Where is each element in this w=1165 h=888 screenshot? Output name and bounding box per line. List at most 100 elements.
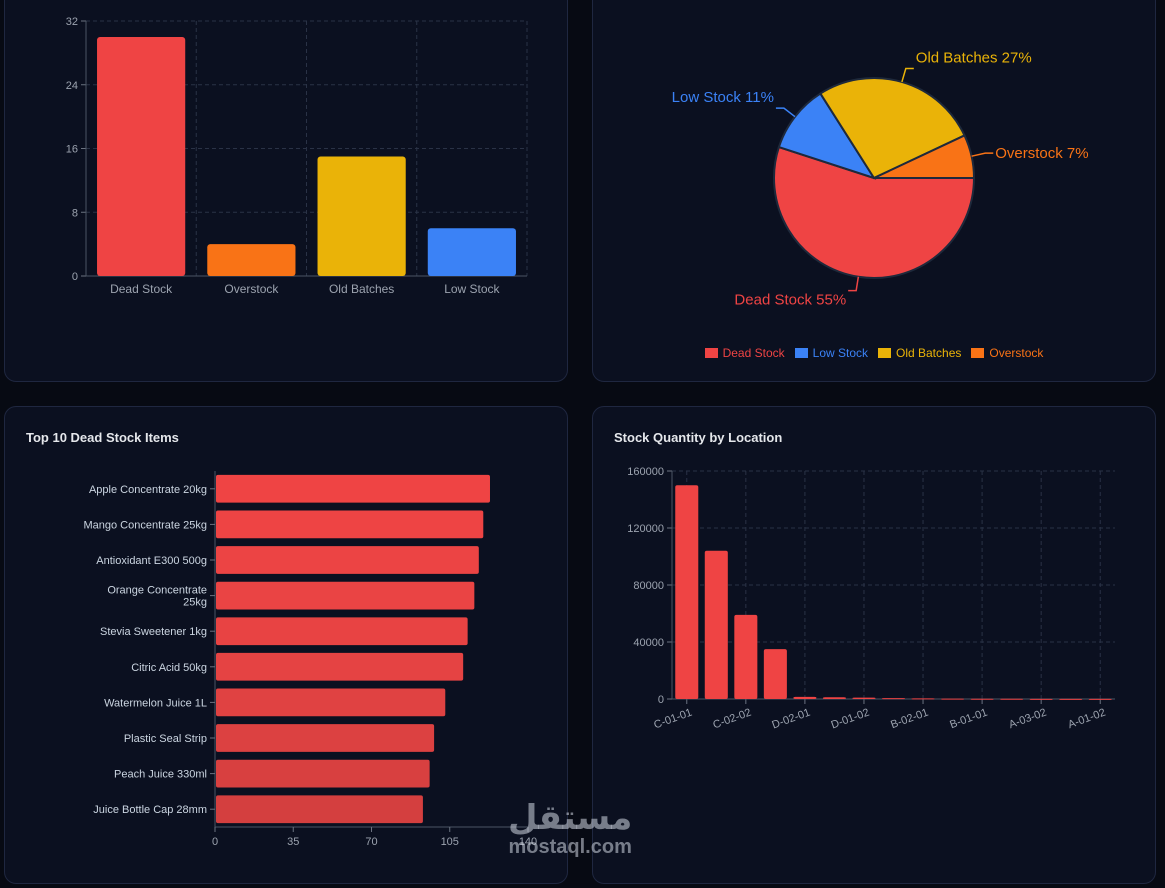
bar — [216, 617, 468, 646]
leader-line — [848, 276, 860, 292]
stock-status-bar-card: 0 8 16 24 32 Dead Stock Overstock Old Batches Lo… — [4, 0, 568, 382]
location-stock-title: Stock Quantity by Location — [614, 430, 783, 445]
bar — [97, 36, 186, 276]
slice-label: Old Batches 27% — [916, 50, 1032, 67]
legend-item[interactable]: Old Batches — [878, 346, 961, 360]
x-category-label: Low Stock — [444, 282, 500, 296]
y-category-label: Peach Juice 330ml — [114, 769, 207, 781]
slice-label: Dead Stock 55% — [734, 292, 846, 309]
bar — [216, 759, 430, 788]
leader-line — [775, 107, 796, 118]
x-tick-label: 70 — [365, 836, 377, 848]
location-stock-card: Stock Quantity by Location 0 40000 80000 12… — [592, 406, 1156, 884]
bar — [911, 698, 935, 700]
y-category-label: Plastic Seal Strip — [124, 733, 207, 745]
legend-label: Overstock — [989, 346, 1044, 360]
y-category-label: Antioxidant E300 500g — [96, 555, 207, 567]
y-category-label: Juice Bottle Cap 28mm — [93, 804, 207, 816]
bar — [1029, 698, 1053, 700]
x-tick-label: D-02-01 — [770, 707, 811, 732]
legend-item[interactable]: Overstock — [971, 346, 1043, 360]
y-category-label: Stevia Sweetener 1kg — [100, 626, 207, 638]
legend-swatch — [971, 348, 985, 358]
bar — [675, 485, 699, 699]
dead-stock-hbar-chart: 0 35 70 105 140 Apple Concentrate 20kg Mango C… — [83, 471, 537, 848]
legend-item[interactable]: Low Stock — [794, 346, 868, 360]
y-tick-label: 160000 — [627, 466, 664, 478]
x-tick-label: C-02-02 — [711, 707, 752, 732]
bar — [216, 474, 490, 503]
bar — [317, 156, 406, 276]
watermark-logo: مستقل — [508, 798, 633, 838]
watermark-url: mostaql.com — [508, 836, 632, 858]
bar — [734, 614, 758, 699]
bar — [216, 724, 435, 752]
legend-swatch — [704, 348, 718, 358]
x-tick-label: 140 — [519, 836, 537, 848]
x-tick-label: C-01-01 — [652, 707, 693, 732]
bar — [822, 697, 846, 699]
y-category-label: Mango Concentrate 25kg — [83, 519, 207, 531]
x-category-label: Dead Stock — [110, 282, 173, 296]
x-tick-label: 35 — [287, 836, 299, 848]
bar — [1000, 698, 1024, 700]
legend-swatch — [878, 348, 891, 358]
x-tick-label: B-01-01 — [948, 707, 989, 732]
stock-status-bar-chart: 0 8 16 24 32 Dead Stock Overstock Old Batches Lo… — [66, 16, 528, 296]
bar — [216, 546, 479, 574]
bar — [852, 697, 876, 699]
legend-label: Low Stock — [812, 346, 868, 360]
dead-stock-items-card: Top 10 Dead Stock Items 0 35 70 105 140 Apple… — [4, 406, 568, 884]
x-tick-label: D-01-02 — [830, 707, 871, 732]
bar — [216, 510, 484, 539]
x-tick-label: A-01-02 — [1066, 707, 1107, 732]
bar — [704, 550, 728, 699]
watermark: مستقل mostaql.com — [508, 800, 632, 859]
leader-line — [971, 152, 994, 157]
bar — [970, 698, 994, 700]
y-tick-label: 32 — [66, 16, 78, 28]
x-tick-label: A-03-02 — [1007, 707, 1048, 732]
x-category-label: Overstock — [224, 282, 279, 296]
bar — [763, 649, 787, 699]
stock-status-pie-chart: Dead Stock 55% Low Stock 11% Old Batches 2… — [672, 50, 1089, 309]
pie-slice — [819, 77, 966, 180]
legend-swatch — [794, 348, 808, 358]
slice-label: Overstock 7% — [995, 145, 1088, 162]
legend-label: Old Batches — [896, 346, 962, 360]
y-tick-label: 80000 — [633, 580, 664, 592]
y-tick-label: 0 — [72, 271, 78, 283]
bar — [216, 688, 446, 717]
dead-stock-title: Top 10 Dead Stock Items — [26, 430, 179, 445]
y-tick-label: 120000 — [627, 523, 664, 535]
pie-slice — [773, 145, 976, 279]
y-category-label: Watermelon Juice 1L — [104, 697, 207, 709]
y-category-label: Apple Concentrate 20kg — [89, 484, 207, 496]
bar — [207, 244, 296, 276]
pie-legend: Dead Stock Low Stock Old Batches Overstock — [593, 346, 1155, 360]
x-tick-label: B-02-01 — [889, 707, 930, 732]
bar — [881, 698, 906, 700]
stock-status-pie-card: Dead Stock 55% Low Stock 11% Old Batches 2… — [592, 0, 1156, 382]
y-category-label: 25kg — [183, 597, 207, 609]
y-category-label: Citric Acid 50kg — [131, 662, 207, 674]
y-tick-label: 0 — [658, 694, 664, 706]
bar — [941, 698, 965, 700]
x-category-label: Old Batches — [329, 282, 394, 296]
y-category-label: Orange Concentrate — [107, 585, 207, 597]
x-tick-label: 0 — [212, 836, 218, 848]
slice-label: Low Stock 11% — [672, 89, 774, 106]
y-tick-label: 16 — [66, 144, 78, 156]
y-tick-label: 8 — [72, 207, 78, 219]
bar — [216, 581, 475, 610]
y-tick-label: 24 — [66, 80, 78, 92]
bar — [1059, 698, 1083, 700]
bar — [216, 652, 464, 681]
legend-label: Dead Stock — [722, 346, 785, 360]
bar — [216, 795, 423, 824]
leader-line — [901, 67, 914, 83]
legend-item[interactable]: Dead Stock — [704, 346, 785, 360]
bar — [427, 228, 516, 276]
y-tick-label: 40000 — [633, 637, 664, 649]
x-tick-label: 105 — [441, 836, 459, 848]
